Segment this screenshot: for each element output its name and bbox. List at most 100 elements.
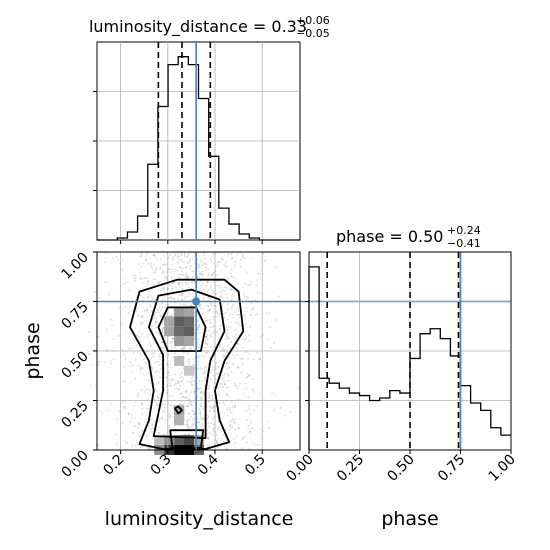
scatter-point <box>244 316 247 319</box>
scatter-point <box>207 387 210 389</box>
scatter-point <box>191 401 193 404</box>
scatter-point <box>204 365 207 368</box>
density-xtick-label-1: 0.3 <box>148 452 175 479</box>
scatter-point <box>169 296 172 299</box>
hist2-grid <box>309 252 511 450</box>
scatter-point <box>200 391 203 394</box>
scatter-point <box>169 342 172 345</box>
scatter-point <box>224 403 226 406</box>
scatter-point <box>223 316 226 319</box>
scatter-point <box>262 252 264 255</box>
scatter-point <box>203 317 206 320</box>
scatter-point <box>207 310 209 313</box>
scatter-point <box>187 426 190 429</box>
scatter-point <box>269 326 271 329</box>
scatter-point <box>154 388 157 391</box>
scatter-point <box>250 388 253 390</box>
scatter-point <box>147 407 150 410</box>
scatter-point <box>184 275 187 278</box>
scatter-point <box>105 349 108 351</box>
scatter-point <box>179 377 182 380</box>
scatter-point <box>156 402 158 405</box>
scatter-point <box>207 268 209 270</box>
scatter-point <box>127 413 130 415</box>
scatter-point <box>180 396 183 399</box>
scatter-point <box>208 381 211 383</box>
scatter-point <box>129 305 132 308</box>
scatter-point <box>199 304 202 306</box>
scatter-point <box>196 296 199 298</box>
scatter-point <box>206 281 209 284</box>
scatter-point <box>210 302 213 305</box>
scatter-point <box>227 332 229 334</box>
scatter-point <box>155 428 158 431</box>
scatter-point <box>91 363 94 366</box>
scatter-point <box>147 334 150 336</box>
scatter-point <box>165 263 167 266</box>
scatter-point <box>208 443 211 446</box>
scatter-point <box>193 419 195 422</box>
scatter-point <box>234 383 237 385</box>
scatter-point <box>184 390 187 392</box>
scatter-point <box>205 335 207 338</box>
scatter-point <box>159 267 162 270</box>
scatter-point <box>182 303 185 306</box>
scatter-point <box>231 257 233 260</box>
scatter-point <box>200 380 203 383</box>
scatter-point <box>207 330 210 332</box>
hist2-x-label: phase <box>381 508 438 530</box>
scatter-point <box>169 385 172 387</box>
scatter-point <box>225 394 228 397</box>
scatter-point <box>161 287 164 290</box>
scatter-point <box>215 361 218 364</box>
scatter-point <box>158 417 160 420</box>
scatter-point <box>188 252 191 254</box>
scatter-point <box>247 396 250 399</box>
scatter-point <box>160 314 163 316</box>
scatter-point <box>199 266 202 269</box>
scatter-point <box>271 392 273 394</box>
scatter-point <box>151 418 153 421</box>
density-x-label: luminosity_distance <box>105 508 294 530</box>
scatter-point <box>222 355 225 357</box>
scatter-point <box>234 418 236 421</box>
scatter-point <box>169 405 172 407</box>
scatter-point <box>127 348 130 350</box>
scatter-point <box>198 421 200 424</box>
scatter-point <box>180 254 183 257</box>
scatter-point <box>208 374 211 377</box>
scatter-point <box>200 418 203 420</box>
scatter-point <box>190 403 193 406</box>
scatter-point <box>123 365 125 368</box>
scatter-point <box>141 265 144 268</box>
scatter-point <box>197 317 200 320</box>
scatter-point <box>219 327 222 330</box>
scatter-point <box>196 356 199 359</box>
scatter-point <box>227 394 230 397</box>
scatter-point <box>240 357 242 360</box>
scatter-point <box>252 389 255 392</box>
scatter-point <box>153 255 156 257</box>
scatter-point <box>203 391 205 394</box>
scatter-point <box>185 396 187 399</box>
scatter-point <box>115 255 118 258</box>
scatter-point <box>232 364 235 367</box>
scatter-point <box>146 252 149 255</box>
scatter-point <box>185 391 188 394</box>
scatter-point <box>232 289 235 292</box>
scatter-point <box>183 253 186 256</box>
scatter-point <box>207 351 209 354</box>
scatter-point <box>139 323 142 326</box>
scatter-point <box>138 336 141 338</box>
scatter-point <box>178 403 181 406</box>
scatter-point <box>187 358 190 360</box>
scatter-point <box>227 279 230 282</box>
scatter-point <box>156 396 159 399</box>
scatter-point <box>219 345 222 348</box>
scatter-point <box>143 358 145 361</box>
scatter-point <box>219 324 222 327</box>
scatter-point <box>199 405 202 407</box>
scatter-point <box>178 387 181 390</box>
scatter-point <box>154 320 157 323</box>
scatter-point <box>226 367 229 370</box>
